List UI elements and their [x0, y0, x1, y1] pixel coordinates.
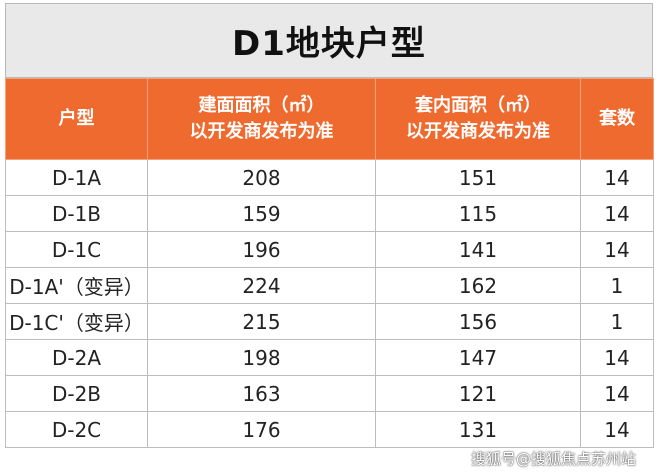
- cell-unit-type: D-2C: [5, 411, 148, 448]
- header-count-label: 套数: [599, 108, 635, 129]
- cell-count: 14: [580, 411, 654, 448]
- cell-unit-type: D-1B: [5, 195, 148, 232]
- table-title-bar: D1地块户型: [5, 3, 653, 78]
- cell-inner-area: 141: [375, 231, 581, 268]
- header-built-area-line1: 建面面积（㎡）: [198, 95, 325, 116]
- cell-count: 14: [580, 159, 654, 196]
- cell-built-area: 176: [147, 411, 376, 448]
- cell-inner-area: 147: [375, 339, 581, 376]
- cell-count: 1: [580, 267, 654, 304]
- header-built-area: 建面面积（㎡） 以开发商发布为准: [147, 78, 376, 160]
- table-row: D-2C 176 131 14: [5, 411, 654, 448]
- cell-count: 14: [580, 231, 654, 268]
- table-row: D-1A'（变异） 224 162 1: [5, 267, 654, 304]
- header-inner-area: 套内面积（㎡） 以开发商发布为准: [375, 78, 581, 160]
- cell-built-area: 163: [147, 375, 376, 412]
- unit-type-table: 户型 建面面积（㎡） 以开发商发布为准 套内面积（㎡） 以开发商发布为准 套数 …: [5, 78, 654, 448]
- header-inner-area-line1: 套内面积（㎡）: [415, 95, 541, 116]
- header-built-area-line2: 以开发商发布为准: [189, 121, 334, 142]
- cell-built-area: 159: [147, 195, 376, 232]
- floorplan-table-sheet: D1地块户型 户型 建面面积（㎡） 以开发商发布为准 套内面积（㎡） 以开发商发…: [5, 3, 654, 469]
- cell-inner-area: 156: [375, 303, 581, 340]
- watermark-text: 搜狐号@搜狐焦点苏州站: [470, 450, 636, 468]
- cell-count: 1: [580, 303, 654, 340]
- cell-unit-type: D-1C'（变异）: [5, 303, 148, 340]
- cell-unit-type: D-2B: [5, 375, 148, 412]
- cell-unit-type: D-1A: [5, 159, 148, 196]
- cell-unit-type: D-1A'（变异）: [5, 267, 148, 304]
- table-row: D-2B 163 121 14: [5, 375, 654, 412]
- cell-inner-area: 115: [375, 195, 581, 232]
- cell-built-area: 198: [147, 339, 376, 376]
- cell-count: 14: [580, 339, 654, 376]
- cell-count: 14: [580, 195, 654, 232]
- table-header-row: 户型 建面面积（㎡） 以开发商发布为准 套内面积（㎡） 以开发商发布为准 套数: [5, 78, 654, 160]
- cell-inner-area: 162: [375, 267, 581, 304]
- cell-built-area: 196: [147, 231, 376, 268]
- table-row: D-2A 198 147 14: [5, 339, 654, 376]
- cell-inner-area: 131: [375, 411, 581, 448]
- cell-built-area: 224: [147, 267, 376, 304]
- header-unit-type-label: 户型: [58, 108, 95, 129]
- cell-inner-area: 151: [375, 159, 581, 196]
- cell-built-area: 215: [147, 303, 376, 340]
- table-row: D-1C'（变异） 215 156 1: [5, 303, 654, 340]
- table-row: D-1B 159 115 14: [5, 195, 654, 232]
- table-row: D-1C 196 141 14: [5, 231, 654, 268]
- table-title: D1地块户型: [232, 24, 426, 64]
- cell-built-area: 208: [147, 159, 376, 196]
- header-count: 套数: [580, 78, 654, 160]
- cell-unit-type: D-2A: [5, 339, 148, 376]
- cell-count: 14: [580, 375, 654, 412]
- cell-unit-type: D-1C: [5, 231, 148, 268]
- table-row: D-1A 208 151 14: [5, 159, 654, 196]
- header-inner-area-line2: 以开发商发布为准: [406, 121, 550, 142]
- header-unit-type: 户型: [5, 78, 148, 160]
- cell-inner-area: 121: [375, 375, 581, 412]
